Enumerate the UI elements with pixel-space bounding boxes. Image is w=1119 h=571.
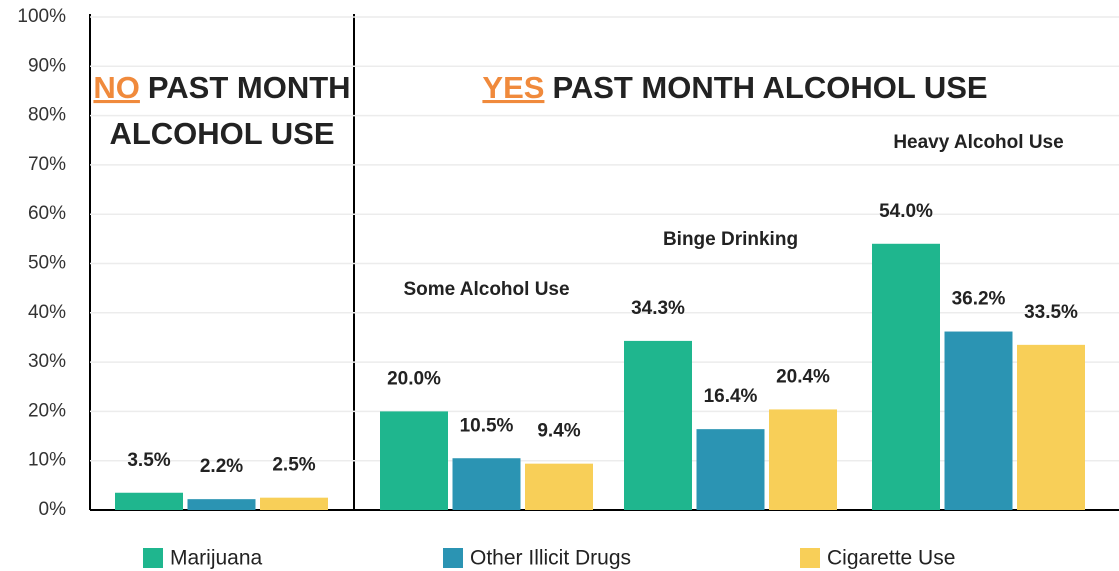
y-tick-label: 30% (28, 351, 66, 372)
section-header: ALCOHOL USE (109, 116, 334, 151)
y-tick-label: 10% (28, 450, 66, 471)
value-label: 16.4% (704, 386, 758, 407)
value-label: 33.5% (1024, 302, 1078, 323)
bar (380, 411, 448, 510)
y-tick-label: 60% (28, 203, 66, 224)
bar (115, 492, 183, 510)
section-text: ALCOHOL USE (109, 116, 334, 151)
legend-label: Cigarette Use (827, 547, 955, 570)
legend-label: Marijuana (170, 547, 263, 570)
bar (260, 497, 328, 510)
bar (769, 409, 837, 510)
bar (1017, 344, 1085, 510)
y-tick-label: 50% (28, 253, 66, 274)
y-tick-label: 20% (28, 400, 66, 421)
legend-swatch (443, 548, 463, 568)
section-header: NO PAST MONTH (93, 70, 350, 105)
section-highlight: NO (93, 70, 140, 105)
bar (696, 429, 765, 510)
value-label: 54.0% (879, 201, 933, 222)
value-label: 10.5% (460, 415, 514, 436)
bar (187, 499, 256, 510)
legend-label: Other Illicit Drugs (470, 547, 631, 570)
y-tick-label: 80% (28, 105, 66, 126)
category-label: Heavy Alcohol Use (893, 132, 1063, 153)
legend-swatch (143, 548, 163, 568)
section-text: PAST MONTH ALCOHOL USE (552, 70, 987, 105)
value-label: 2.5% (272, 455, 315, 476)
y-tick-label: 70% (28, 154, 66, 175)
bar (452, 458, 521, 510)
value-label: 20.0% (387, 368, 441, 389)
value-label: 9.4% (537, 421, 580, 442)
bar (624, 340, 692, 510)
bar (872, 243, 940, 510)
bar (944, 331, 1013, 510)
category-label: Binge Drinking (663, 229, 798, 250)
category-label: Some Alcohol Use (403, 279, 569, 300)
value-label: 34.3% (631, 298, 685, 319)
legend-swatch (800, 548, 820, 568)
value-label: 36.2% (952, 289, 1006, 310)
value-label: 3.5% (127, 450, 170, 471)
y-tick-label: 90% (28, 55, 66, 76)
section-text: PAST MONTH (148, 70, 351, 105)
value-label: 2.2% (200, 456, 243, 477)
bar (525, 463, 593, 510)
section-highlight: YES (482, 70, 544, 105)
y-tick-label: 40% (28, 302, 66, 323)
y-tick-label: 0% (39, 499, 67, 520)
section-header: YES PAST MONTH ALCOHOL USE (482, 70, 987, 105)
value-label: 20.4% (776, 366, 830, 387)
y-tick-label: 100% (17, 6, 66, 27)
